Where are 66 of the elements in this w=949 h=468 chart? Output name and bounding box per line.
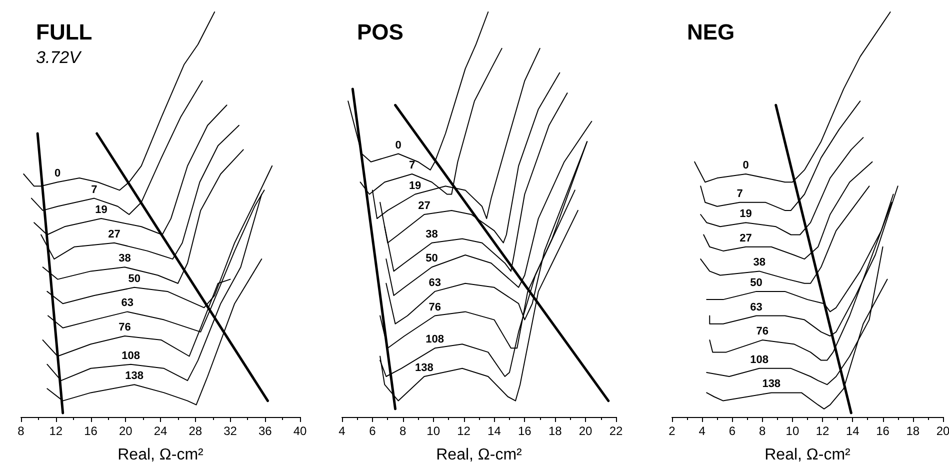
x-tick-label: 36 (258, 424, 272, 438)
x-tick-label: 12 (816, 424, 830, 438)
series-label: 138 (762, 378, 781, 390)
x-tick-label: 22 (609, 424, 623, 438)
x-tick-label: 10 (426, 424, 440, 438)
series-label: 19 (95, 204, 108, 216)
x-axis-title: Real, Ω-cm² (764, 446, 852, 464)
x-tick-label: 14 (488, 424, 502, 438)
x-tick-label: 6 (369, 424, 376, 438)
x-tick-label: 4 (338, 424, 346, 438)
x-tick-label: 20 (936, 424, 949, 438)
x-tick-label: 6 (728, 424, 736, 438)
series-label: 50 (426, 252, 438, 265)
series-label: 0 (742, 160, 749, 172)
series-label: 0 (395, 139, 402, 152)
series-label: 63 (428, 276, 441, 289)
x-tick-label: 12 (457, 424, 471, 438)
x-tick-label: 4 (698, 424, 706, 438)
series-label: 7 (91, 184, 98, 196)
x-tick-label: 12 (49, 424, 63, 438)
x-tick-label: 28 (188, 424, 202, 438)
series-label: 19 (408, 180, 422, 192)
x-tick-label: 32 (224, 424, 238, 438)
series-label: 76 (428, 301, 441, 314)
text: 3.72V (36, 48, 82, 67)
x-tick-label: 14 (846, 424, 860, 438)
x-tick-label: 24 (154, 424, 168, 438)
x-axis-title: Real, Ω-cm² (436, 446, 523, 464)
x-tick-label: 18 (548, 424, 562, 438)
series-label: 7 (408, 160, 416, 172)
series-label: 27 (418, 200, 430, 212)
chart-title: FULL (36, 20, 92, 44)
series-label: 108 (426, 334, 444, 346)
x-tick-label: 8 (18, 424, 25, 438)
chart-title: POS (357, 20, 404, 44)
series-label: 50 (750, 276, 762, 289)
series-label: 108 (122, 350, 140, 362)
series-label: 27 (740, 232, 752, 244)
series-label: 63 (121, 297, 134, 310)
series-label: 27 (108, 228, 120, 240)
series-label: 76 (118, 322, 131, 334)
series-label: 63 (750, 301, 762, 314)
x-tick-label: 20 (118, 424, 133, 438)
x-tick-label: 16 (84, 424, 98, 438)
series-label: 108 (750, 354, 768, 366)
series-label: 19 (740, 208, 752, 220)
series-label: 38 (118, 252, 131, 265)
series-label: 76 (756, 326, 768, 338)
x-tick-label: 10 (786, 424, 800, 438)
x-tick-label: 18 (906, 424, 920, 438)
x-tick-label: 8 (400, 424, 407, 438)
x-tick-label: 20 (578, 424, 593, 438)
x-tick-label: 16 (876, 424, 890, 438)
series-label: 0 (54, 168, 61, 180)
x-tick-label: 40 (293, 424, 307, 438)
series-label: 38 (426, 228, 438, 240)
x-axis-title: Real, Ω-cm² (118, 446, 204, 464)
series-label: 138 (125, 370, 144, 382)
series-label: 38 (753, 256, 766, 269)
series-label: 138 (415, 362, 434, 374)
chart-title: NEG (687, 20, 735, 44)
series-label: 50 (128, 272, 140, 285)
series-label: 7 (736, 188, 743, 200)
x-tick-label: 2 (668, 424, 676, 438)
x-tick-label: 8 (758, 424, 766, 438)
x-tick-label: 16 (518, 424, 532, 438)
